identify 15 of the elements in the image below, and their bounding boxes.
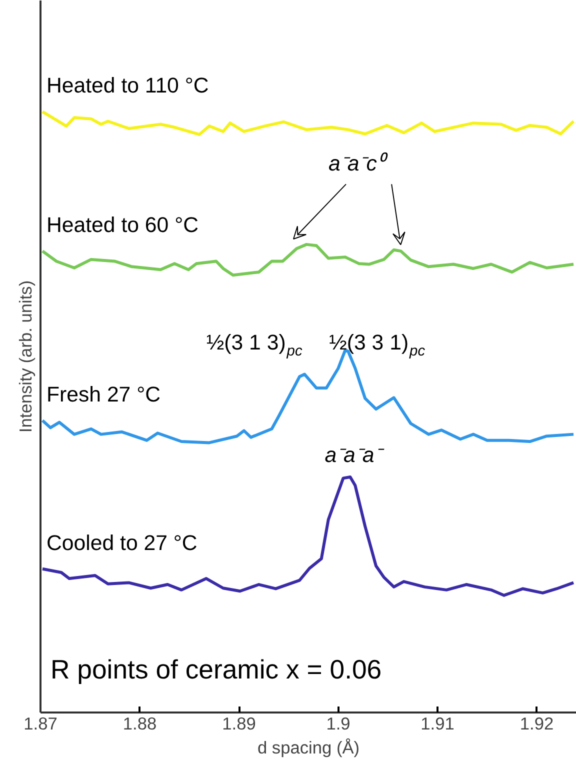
annotation: a⁻a⁻a⁻ <box>324 442 384 467</box>
series-label: Fresh 27 °C <box>46 382 161 406</box>
x-axis-title: d spacing (Å) <box>257 738 360 758</box>
x-tick-label: 1.92 <box>520 714 554 734</box>
annotation: R points of ceramic x = 0.06 <box>50 654 382 684</box>
x-tick-label: 1.87 <box>24 714 58 734</box>
x-tick-label: 1.89 <box>222 714 256 734</box>
series-label: Cooled to 27 °C <box>46 530 198 555</box>
y-axis-title: Intensity (arb. units) <box>16 280 36 433</box>
x-tick-label: 1.88 <box>122 714 157 734</box>
series-label: Heated to 60 °C <box>46 213 198 238</box>
series-label: Heated to 110 °C <box>46 74 209 98</box>
x-tick-label: 1.91 <box>420 714 454 734</box>
x-tick-label: 1.9 <box>326 714 350 734</box>
annotation: a⁻a⁻c⁰ <box>328 152 388 176</box>
